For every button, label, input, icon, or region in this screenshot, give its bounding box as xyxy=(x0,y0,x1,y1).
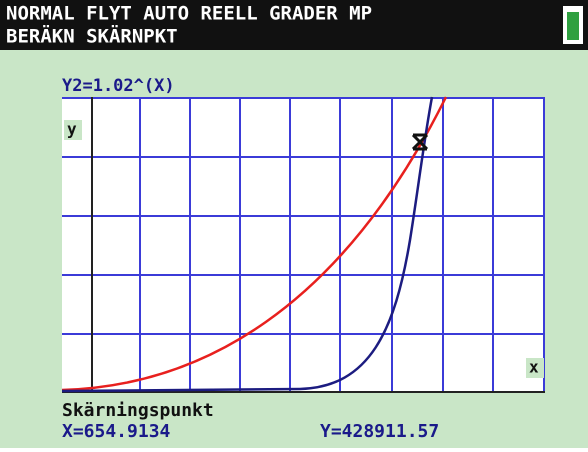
red-curve xyxy=(61,96,448,392)
y-axis-label: y xyxy=(67,120,77,139)
battery-icon xyxy=(563,6,583,44)
result-x: X=654.9134 xyxy=(62,421,171,442)
status-line-1: NORMAL FLYT AUTO REELL GRADER MP xyxy=(6,3,372,25)
plot-area xyxy=(62,97,545,393)
blue-curve xyxy=(61,96,434,393)
result-y: Y=428911.57 xyxy=(320,421,439,442)
grid xyxy=(62,97,545,393)
status-bar xyxy=(0,0,588,50)
function-label: Y2=1.02^(X) xyxy=(62,76,175,96)
result-title: Skärningspunkt xyxy=(62,400,214,421)
y-label-box xyxy=(64,120,82,140)
x-label-box xyxy=(526,358,544,378)
battery-level xyxy=(567,12,579,40)
status-line-2: BERÄKN SKÄRNPKT xyxy=(6,24,178,48)
x-axis-label: x xyxy=(529,358,539,377)
intersection-marker xyxy=(411,133,429,151)
marker-stroke xyxy=(411,133,429,151)
